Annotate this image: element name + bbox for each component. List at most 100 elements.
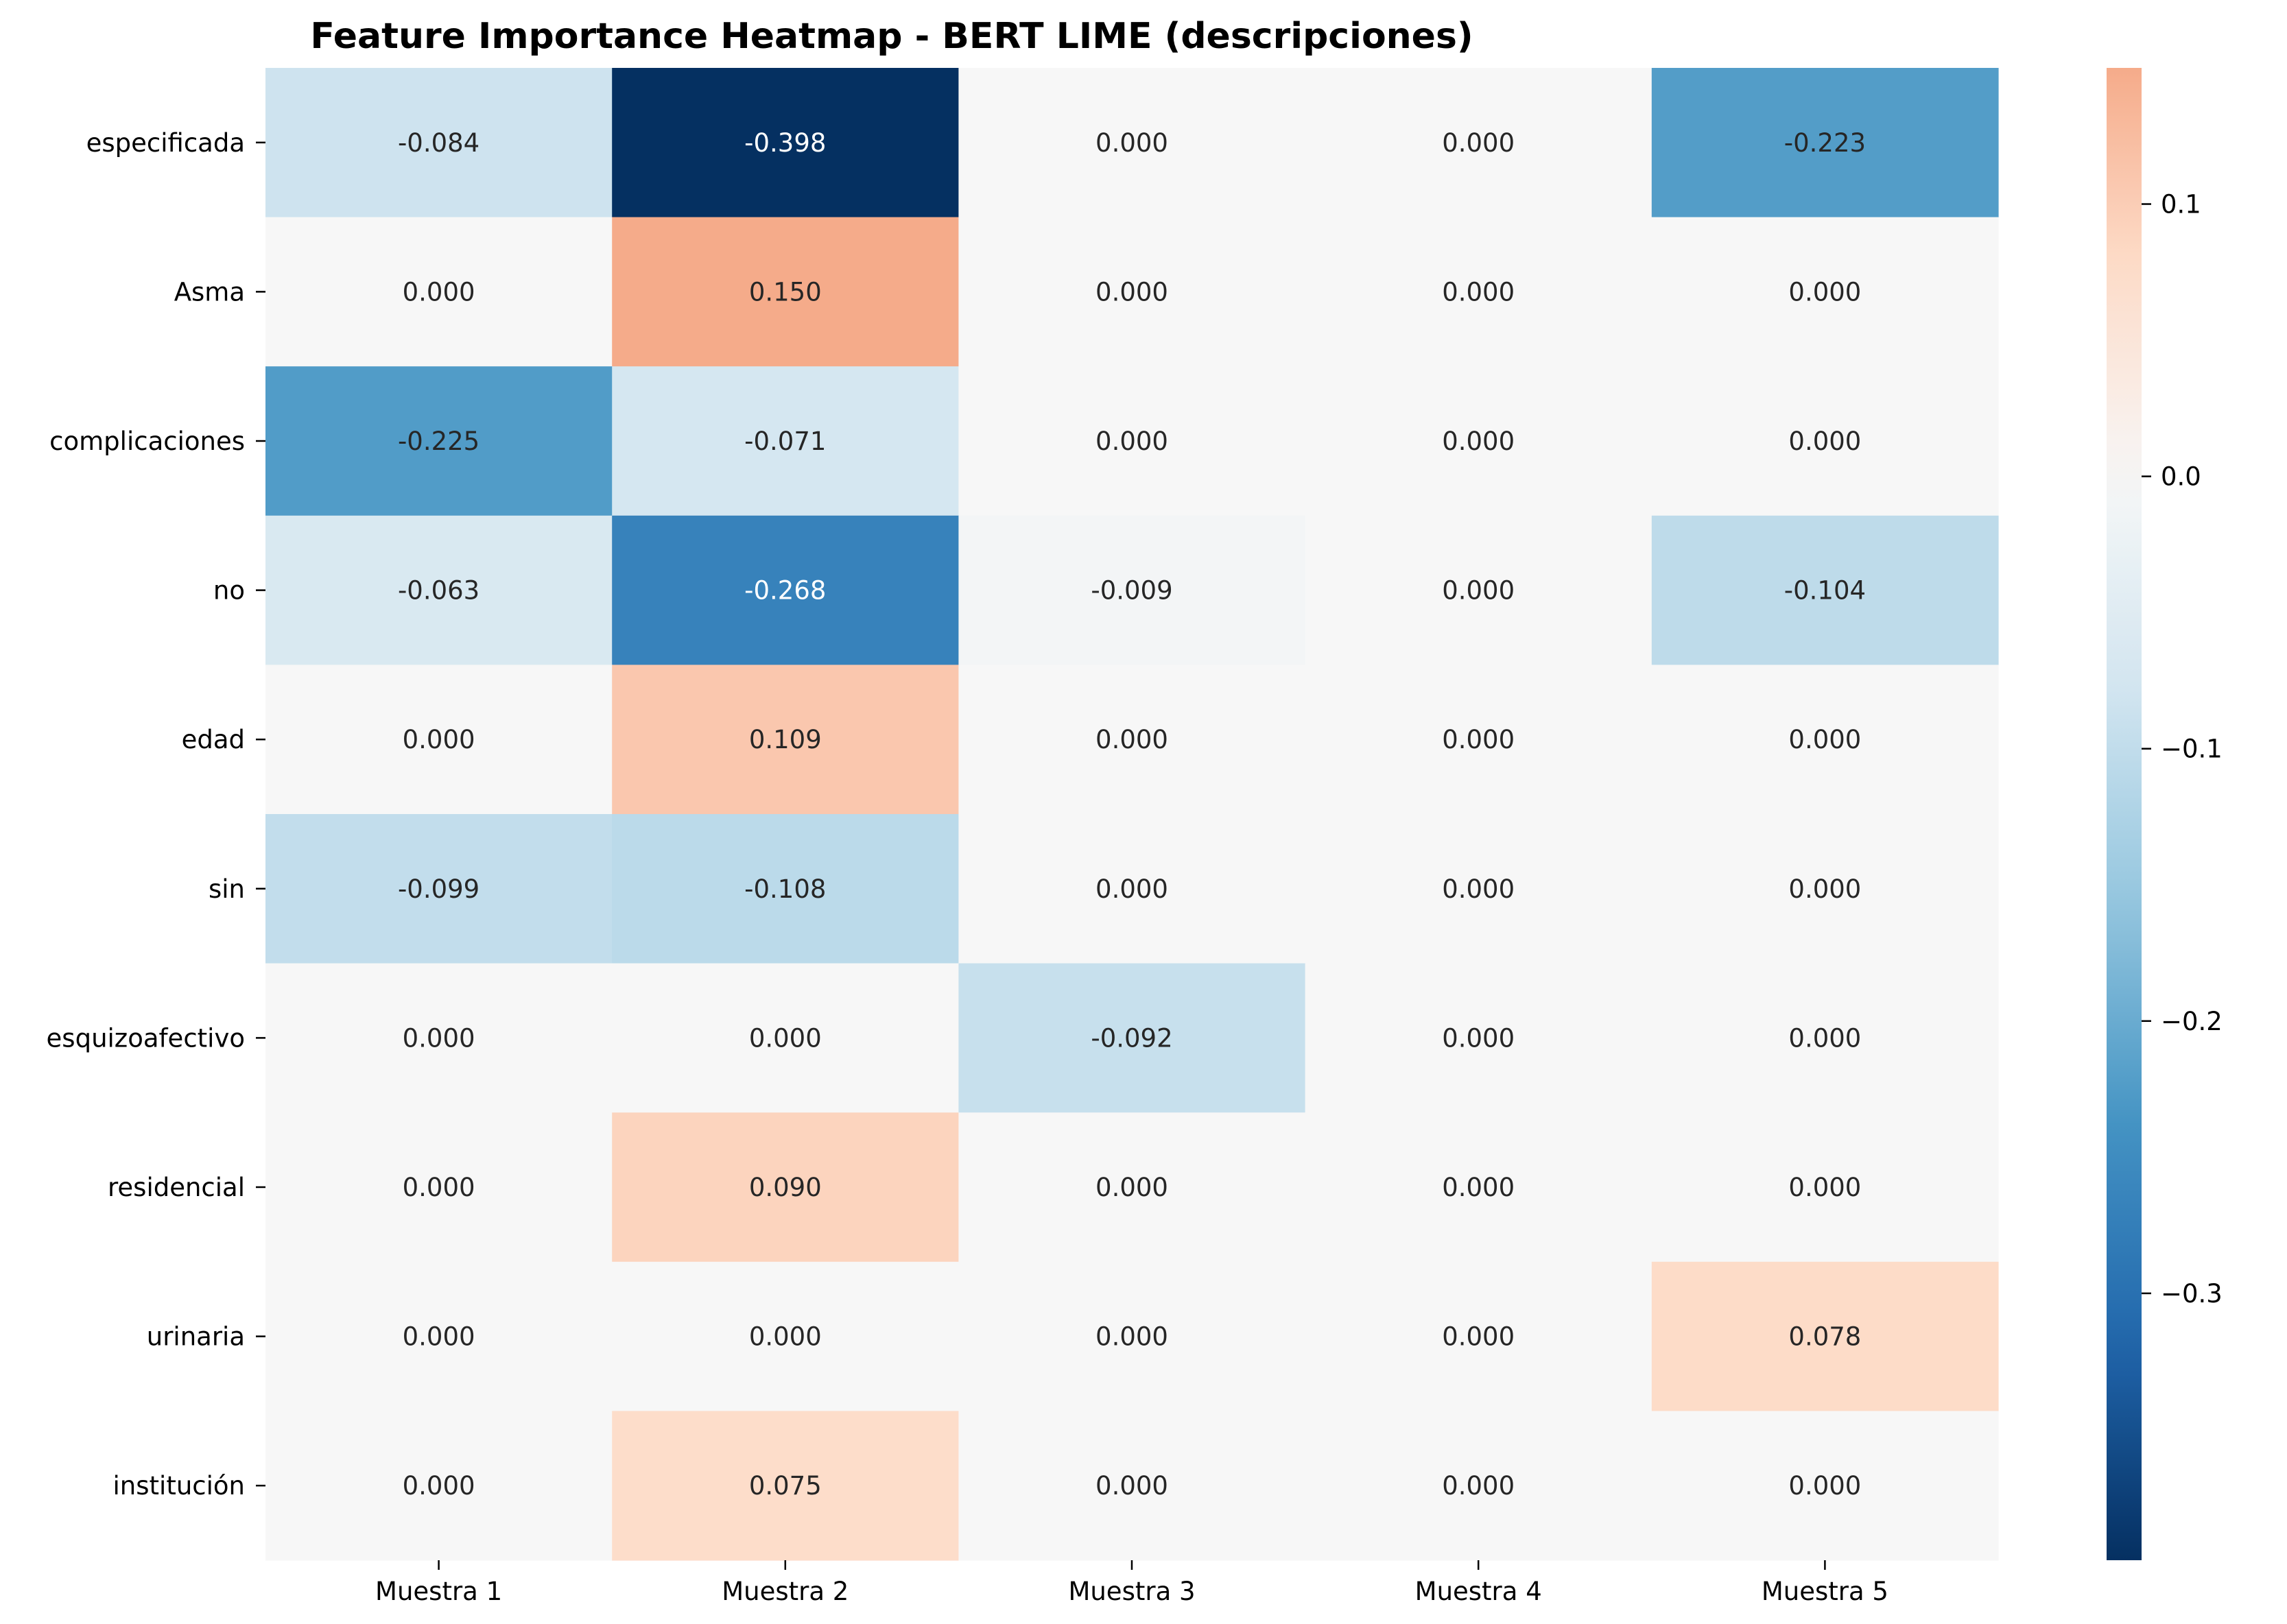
heatmap-cell — [1305, 515, 1652, 665]
row-tick-label: complicaciones — [49, 427, 245, 456]
cell-value-label: 0.000 — [1095, 1322, 1168, 1352]
heatmap-cell — [612, 963, 959, 1113]
cell-value-label: 0.000 — [403, 1023, 475, 1053]
heatmap-cell — [265, 1411, 613, 1561]
heatmap-cell — [958, 68, 1306, 218]
heatmap-cell — [612, 217, 959, 367]
cell-value-label: -0.099 — [398, 874, 479, 904]
column-tick-labels: Muestra 1 Muestra 2 Muestra 3 Muestra 4 Mues… — [375, 1560, 1888, 1606]
cell-value-label: -0.398 — [744, 128, 826, 158]
heatmap-cell — [1651, 1112, 1999, 1263]
heatmap-cell — [1305, 366, 1652, 516]
heatmap-cell — [265, 217, 613, 367]
cell-value-label: 0.000 — [1095, 1471, 1168, 1501]
cell-value-label: 0.000 — [1442, 1173, 1515, 1202]
cell-value-label: 0.000 — [1442, 725, 1515, 754]
heatmap-cell — [1651, 665, 1999, 815]
cell-value-label: 0.000 — [1442, 576, 1515, 606]
cell-value-label: -0.104 — [1784, 576, 1866, 606]
row-tick-label: no — [213, 576, 245, 606]
row-tick-label: urinaria — [147, 1322, 245, 1352]
cell-value-label: 0.000 — [1788, 1023, 1861, 1053]
heatmap-cell — [265, 814, 613, 964]
cell-value-label: 0.000 — [403, 1173, 475, 1202]
heatmap-cell — [1305, 217, 1652, 367]
cell-value-label: 0.000 — [1442, 874, 1515, 904]
cell-value-label: 0.000 — [403, 1471, 475, 1501]
column-tick-label: Muestra 4 — [1415, 1577, 1542, 1606]
heatmap-cell — [958, 1261, 1306, 1411]
row-tick-label: edad — [182, 725, 245, 754]
cell-value-label: 0.000 — [1095, 427, 1168, 456]
heatmap-cell — [265, 963, 613, 1113]
heatmap-cell — [958, 665, 1306, 815]
heatmap-cell — [1651, 814, 1999, 964]
colorbar-tick-label: 0.0 — [2161, 462, 2201, 492]
column-tick-label: Muestra 5 — [1762, 1577, 1888, 1606]
cell-value-label: -0.225 — [398, 427, 479, 456]
heatmap-cell — [1305, 1112, 1652, 1263]
colorbar-tick-labels: 0.1 0.0 −0.1 −0.2 −0.3 — [2142, 190, 2223, 1309]
colorbar-tick-label: −0.3 — [2161, 1279, 2223, 1309]
cell-value-label: -0.108 — [744, 874, 826, 904]
cell-value-label: 0.000 — [1095, 277, 1168, 307]
cell-value-label: 0.000 — [1788, 874, 1861, 904]
heatmap-cell — [1305, 963, 1652, 1113]
heatmap-cell — [958, 814, 1306, 964]
heatmap-cell — [1651, 1411, 1999, 1561]
heatmap-cell — [612, 665, 959, 815]
cell-value-label: 0.000 — [1095, 725, 1168, 754]
heatmap-cell — [1651, 963, 1999, 1113]
heatmap-cell — [958, 963, 1306, 1113]
heatmap-cell — [612, 814, 959, 964]
colorbar-tick-label: −0.2 — [2161, 1007, 2223, 1036]
cell-value-label: 0.000 — [749, 1322, 822, 1352]
cell-value-label: 0.090 — [749, 1173, 822, 1202]
cell-value-label: -0.009 — [1091, 576, 1172, 606]
column-tick-label: Muestra 2 — [722, 1577, 849, 1606]
cell-value-label: 0.000 — [1442, 128, 1515, 158]
column-tick-label: Muestra 1 — [375, 1577, 502, 1606]
cell-value-label: 0.000 — [1788, 725, 1861, 754]
heatmap-cell — [1305, 1261, 1652, 1411]
row-tick-label: sin — [209, 874, 245, 904]
cell-value-label: -0.063 — [398, 576, 479, 606]
cell-value-label: -0.223 — [1784, 128, 1866, 158]
row-tick-label: residencial — [108, 1173, 245, 1202]
column-tick-label: Muestra 3 — [1068, 1577, 1195, 1606]
heatmap-cell — [265, 1112, 613, 1263]
heatmap-cell — [1651, 217, 1999, 367]
cell-value-label: 0.109 — [749, 725, 822, 754]
cell-value-label: 0.000 — [1442, 1471, 1515, 1501]
cell-value-label: 0.000 — [1788, 1173, 1861, 1202]
heatmap-cell — [612, 1112, 959, 1263]
cell-value-label: 0.078 — [1788, 1322, 1861, 1352]
heatmap-cell — [958, 1411, 1306, 1561]
colorbar-tick-label: 0.1 — [2161, 190, 2201, 219]
cell-value-label: 0.000 — [1788, 427, 1861, 456]
heatmap-cell — [265, 515, 613, 665]
heatmap-cell — [1651, 1261, 1999, 1411]
heatmap-cell — [265, 665, 613, 815]
cell-value-label: 0.000 — [403, 725, 475, 754]
cell-value-label: 0.000 — [1442, 1023, 1515, 1053]
cell-value-label: 0.000 — [1442, 1322, 1515, 1352]
cell-value-label: 0.000 — [1095, 1173, 1168, 1202]
cell-value-label: -0.084 — [398, 128, 479, 158]
colorbar-tick-label: −0.1 — [2161, 735, 2223, 764]
heatmap-cell — [265, 1261, 613, 1411]
colorbar-gradient — [2107, 68, 2142, 1560]
heatmap-cell — [1305, 1411, 1652, 1561]
heatmap-cell — [612, 1261, 959, 1411]
colorbar — [2107, 68, 2142, 1560]
heatmap-cell — [1305, 68, 1652, 218]
heatmap-cell — [958, 366, 1306, 516]
cell-value-label: -0.092 — [1091, 1023, 1172, 1053]
cell-value-label: 0.000 — [1442, 277, 1515, 307]
cell-value-label: 0.000 — [1788, 277, 1861, 307]
cell-value-label: 0.000 — [749, 1023, 822, 1053]
cell-value-label: 0.075 — [749, 1471, 822, 1501]
row-tick-labels: especificada Asma complicaciones no edad sin e… — [47, 128, 265, 1501]
cell-value-label: 0.000 — [403, 1322, 475, 1352]
